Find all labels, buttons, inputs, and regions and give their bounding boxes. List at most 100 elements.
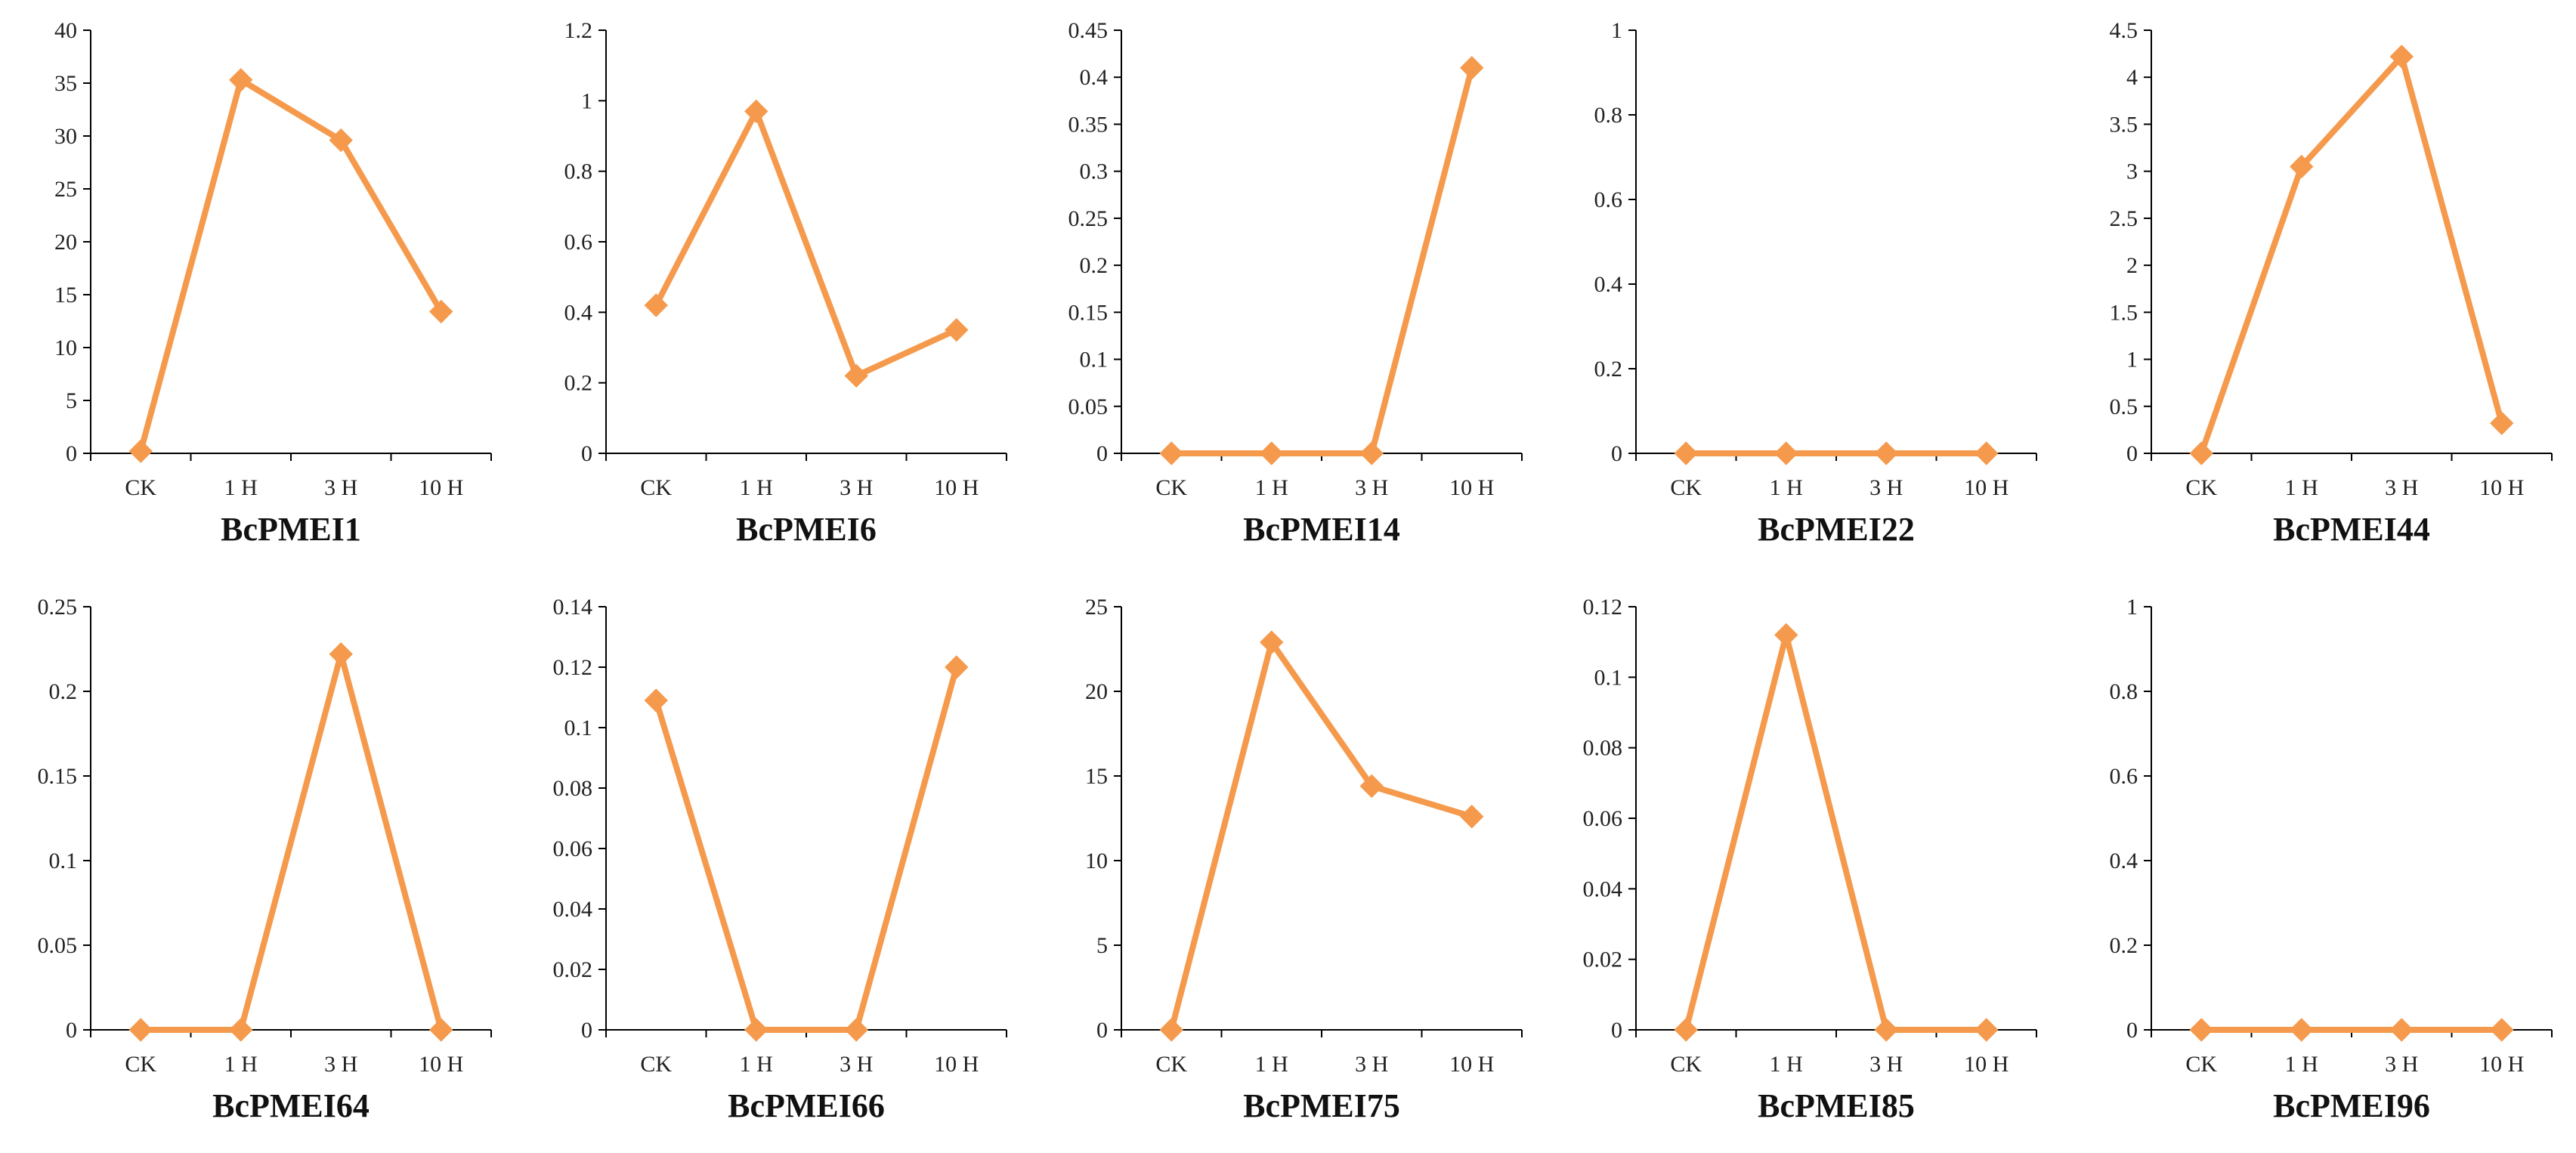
y-tick-label: 35 xyxy=(54,71,77,96)
y-tick-label: 0 xyxy=(581,441,592,466)
y-tick-label: 0.4 xyxy=(564,300,592,325)
y-tick-label: 0.8 xyxy=(2110,679,2138,704)
data-point-marker xyxy=(1975,441,1999,465)
y-tick-label: 3.5 xyxy=(2110,112,2138,137)
y-tick-label: 20 xyxy=(1085,679,1108,704)
data-point-marker xyxy=(1674,441,1699,465)
data-point-marker xyxy=(944,655,969,679)
line-chart: 0 0.05 0.1 0.15 0.2 0.25 CK 1 H 3 H 10 H BcPMEI64 xyxy=(38,595,492,1124)
x-tick-label: 10 H xyxy=(934,475,979,500)
x-tick-label: 10 H xyxy=(1965,475,2009,500)
x-tick-label: CK xyxy=(1155,1052,1187,1077)
x-tick-label: CK xyxy=(1155,475,1187,500)
x-tick-label: CK xyxy=(640,475,672,500)
line-chart: 0 0.2 0.4 0.6 0.8 1 1.2 CK 1 H 3 H 10 H BcPMEI6 xyxy=(564,18,1007,548)
x-tick-label: 10 H xyxy=(2479,475,2524,500)
y-tick-label: 0.6 xyxy=(2110,764,2138,789)
y-tick-label: 4.5 xyxy=(2110,18,2138,43)
x-tick-label: 1 H xyxy=(2285,475,2318,500)
data-point-marker xyxy=(1359,441,1384,465)
y-tick-label: 25 xyxy=(1085,595,1108,620)
y-tick-label: 1 xyxy=(2126,595,2138,620)
x-tick-label: 3 H xyxy=(2385,475,2418,500)
series-line xyxy=(1683,634,1987,1033)
y-tick-label: 2 xyxy=(2126,253,2138,278)
x-tick-label: 1 H xyxy=(1254,475,1288,500)
y-tick-label: 0 xyxy=(2126,1018,2138,1043)
x-tick-label: 1 H xyxy=(739,475,772,500)
y-tick-label: 40 xyxy=(54,18,77,43)
data-point-marker xyxy=(1674,1018,1699,1042)
chart-panel: 0 0.02 0.04 0.06 0.08 0.1 0.12 0.14 CK 1 H 3 H 10 H… xyxy=(515,576,1031,1153)
x-tick-label: 1 H xyxy=(2285,1052,2318,1077)
x-tick-label: 1 H xyxy=(1770,475,1803,500)
line-chart: 0 0.05 0.1 0.15 0.2 0.25 0.3 0.35 0.4 0.45 CK 1 H 3 … xyxy=(1068,18,1523,548)
x-tick-label: 3 H xyxy=(324,1052,357,1077)
y-tick-label: 1 xyxy=(2126,348,2138,372)
y-tick-label: 0.15 xyxy=(38,764,77,789)
y-tick-label: 0 xyxy=(2126,441,2138,466)
y-tick-label: 0 xyxy=(1611,1018,1622,1043)
y-tick-label: 0.6 xyxy=(1594,187,1622,212)
series-line xyxy=(653,104,958,380)
data-point-marker xyxy=(644,688,668,713)
y-tick-label: 0 xyxy=(1611,441,1622,466)
data-point-marker xyxy=(128,1018,153,1042)
data-point-marker xyxy=(2189,1018,2214,1042)
y-tick-label: 15 xyxy=(54,283,77,308)
y-tick-label: 0.2 xyxy=(1594,357,1622,382)
y-tick-label: 0.4 xyxy=(1594,272,1622,297)
data-point-marker xyxy=(844,363,868,388)
y-tick-label: 0.25 xyxy=(38,595,77,620)
y-tick-label: 0 xyxy=(1096,441,1108,466)
data-point-marker xyxy=(429,299,453,324)
x-tick-label: 10 H xyxy=(1965,1052,2009,1077)
x-tick-label: 3 H xyxy=(2385,1052,2418,1077)
line-chart: 0 5 10 15 20 25 CK 1 H 3 H 10 H BcPMEI75 xyxy=(1085,595,1523,1124)
y-tick-label: 5 xyxy=(66,388,77,413)
x-tick-label: 10 H xyxy=(419,1052,463,1077)
data-point-marker xyxy=(2389,45,2414,69)
x-tick-label: 1 H xyxy=(1254,1052,1288,1077)
x-tick-label: 3 H xyxy=(1355,1052,1388,1077)
chart-panel: 0 0.5 1 1.5 2 2.5 3 3.5 4 4.5 CK 1 H 3 H 10 H BcPMEI44 xyxy=(2061,0,2576,576)
x-tick-label: 3 H xyxy=(840,475,873,500)
chart-title: BcPMEI66 xyxy=(728,1087,885,1124)
y-tick-label: 30 xyxy=(54,124,77,149)
chart-title: BcPMEI44 xyxy=(2273,511,2430,548)
y-tick-label: 0.1 xyxy=(49,849,77,873)
y-tick-label: 0.12 xyxy=(1583,595,1622,620)
chart-panel: 0 0.2 0.4 0.6 0.8 1 1.2 CK 1 H 3 H 10 H BcPMEI6 xyxy=(515,0,1031,576)
x-tick-label: 3 H xyxy=(1355,475,1388,500)
x-tick-label: CK xyxy=(125,475,156,500)
chart-title: BcPMEI22 xyxy=(1758,511,1916,548)
y-tick-label: 20 xyxy=(54,230,77,255)
y-tick-label: 15 xyxy=(1085,764,1108,789)
chart-panel: 0 0.05 0.1 0.15 0.2 0.25 0.3 0.35 0.4 0.45 CK 1 H 3 … xyxy=(1031,0,1546,576)
series-line xyxy=(653,666,960,1033)
y-tick-label: 0.02 xyxy=(552,957,592,982)
y-tick-label: 0.08 xyxy=(552,776,592,801)
y-tick-label: 2.5 xyxy=(2110,206,2138,231)
y-tick-label: 5 xyxy=(1096,933,1108,958)
y-tick-label: 0.1 xyxy=(1594,665,1622,690)
data-point-marker xyxy=(2290,154,2314,179)
data-point-marker xyxy=(128,439,153,463)
y-tick-label: 3 xyxy=(2126,159,2138,184)
x-tick-label: CK xyxy=(1671,475,1702,500)
y-tick-label: 0.4 xyxy=(2110,849,2138,873)
y-tick-label: 0.8 xyxy=(564,159,592,184)
data-point-marker xyxy=(1874,1018,1899,1042)
series-line xyxy=(141,642,444,1033)
y-tick-label: 0.5 xyxy=(2110,394,2138,419)
chart-title: BcPMEI6 xyxy=(736,511,877,548)
data-point-marker xyxy=(844,1018,868,1042)
y-tick-label: 0.1 xyxy=(1079,348,1107,372)
line-chart: 0 0.5 1 1.5 2 2.5 3 3.5 4 4.5 CK 1 H 3 H 10 H BcPMEI44 xyxy=(2110,18,2553,548)
x-tick-label: CK xyxy=(2186,475,2218,500)
x-tick-label: 3 H xyxy=(324,475,357,500)
x-tick-label: CK xyxy=(1671,1052,1702,1077)
y-tick-label: 0.45 xyxy=(1068,18,1107,43)
data-point-marker xyxy=(1459,805,1484,829)
